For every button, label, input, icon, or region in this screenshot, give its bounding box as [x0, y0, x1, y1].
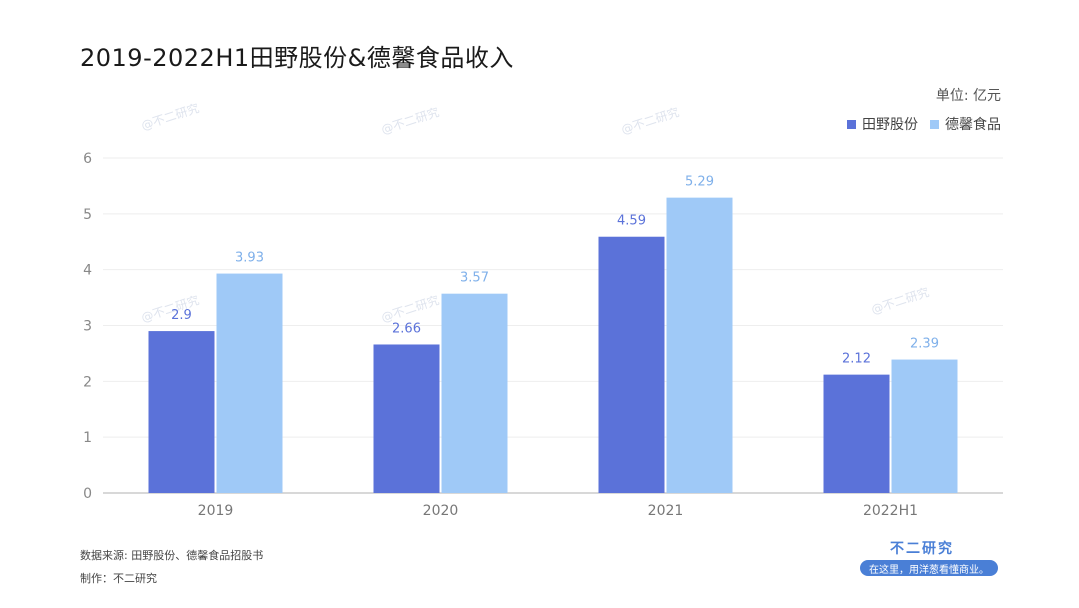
- data-label: 3.57: [460, 271, 489, 286]
- logo-name: 不二研究: [890, 541, 954, 557]
- y-tick-label: 1: [83, 430, 92, 446]
- unit-label: 单位: 亿元: [935, 88, 1001, 104]
- y-tick-label: 5: [83, 207, 92, 223]
- y-tick-label: 6: [83, 151, 92, 167]
- data-label: 2.9: [171, 308, 192, 323]
- bar-series-b: [216, 273, 283, 493]
- data-source-note: 数据来源: 田野股份、德馨食品招股书: [80, 549, 264, 562]
- chart-title: 2019-2022H1田野股份&德馨食品收入: [80, 44, 514, 72]
- data-label: 3.93: [235, 251, 264, 266]
- y-tick-label: 3: [83, 319, 92, 335]
- bar-series-b: [891, 359, 958, 493]
- y-tick-label: 2: [83, 374, 92, 390]
- x-tick-label: 2022H1: [863, 503, 918, 519]
- logo-slogan-bar: 在这里，用洋葱看懂商业。: [860, 560, 998, 576]
- y-tick-label: 4: [83, 263, 92, 279]
- bar-series-a: [148, 331, 215, 493]
- bar-series-b: [666, 197, 733, 493]
- data-label: 5.29: [685, 175, 714, 190]
- brand-logo: 不二研究 在这里，用洋葱看懂商业。: [852, 538, 1007, 582]
- maker-note: 制作：不二研究: [80, 572, 157, 585]
- data-label: 2.66: [392, 321, 421, 336]
- y-tick-label: 0: [83, 486, 92, 502]
- bar-series-b: [441, 293, 508, 493]
- legend-item-series-b: 德馨食品: [930, 114, 1001, 134]
- x-tick-label: 2020: [423, 503, 459, 519]
- legend: 田野股份 德馨食品: [847, 114, 1001, 134]
- bar-series-a: [598, 236, 665, 493]
- data-label: 4.59: [617, 214, 646, 229]
- legend-swatch-series-b: [930, 119, 939, 129]
- legend-item-series-a: 田野股份: [847, 114, 918, 134]
- legend-label-series-b: 德馨食品: [945, 117, 1001, 133]
- x-tick-label: 2019: [198, 503, 234, 519]
- legend-swatch-series-a: [847, 119, 856, 129]
- logo-slogan: 在这里，用洋葱看懂商业。: [869, 565, 989, 576]
- legend-label-series-a: 田野股份: [862, 117, 918, 133]
- bar-series-a: [373, 344, 440, 493]
- bar-series-a: [823, 374, 890, 493]
- data-label: 2.12: [842, 352, 871, 367]
- x-tick-label: 2021: [648, 503, 684, 519]
- data-label: 2.39: [910, 337, 939, 352]
